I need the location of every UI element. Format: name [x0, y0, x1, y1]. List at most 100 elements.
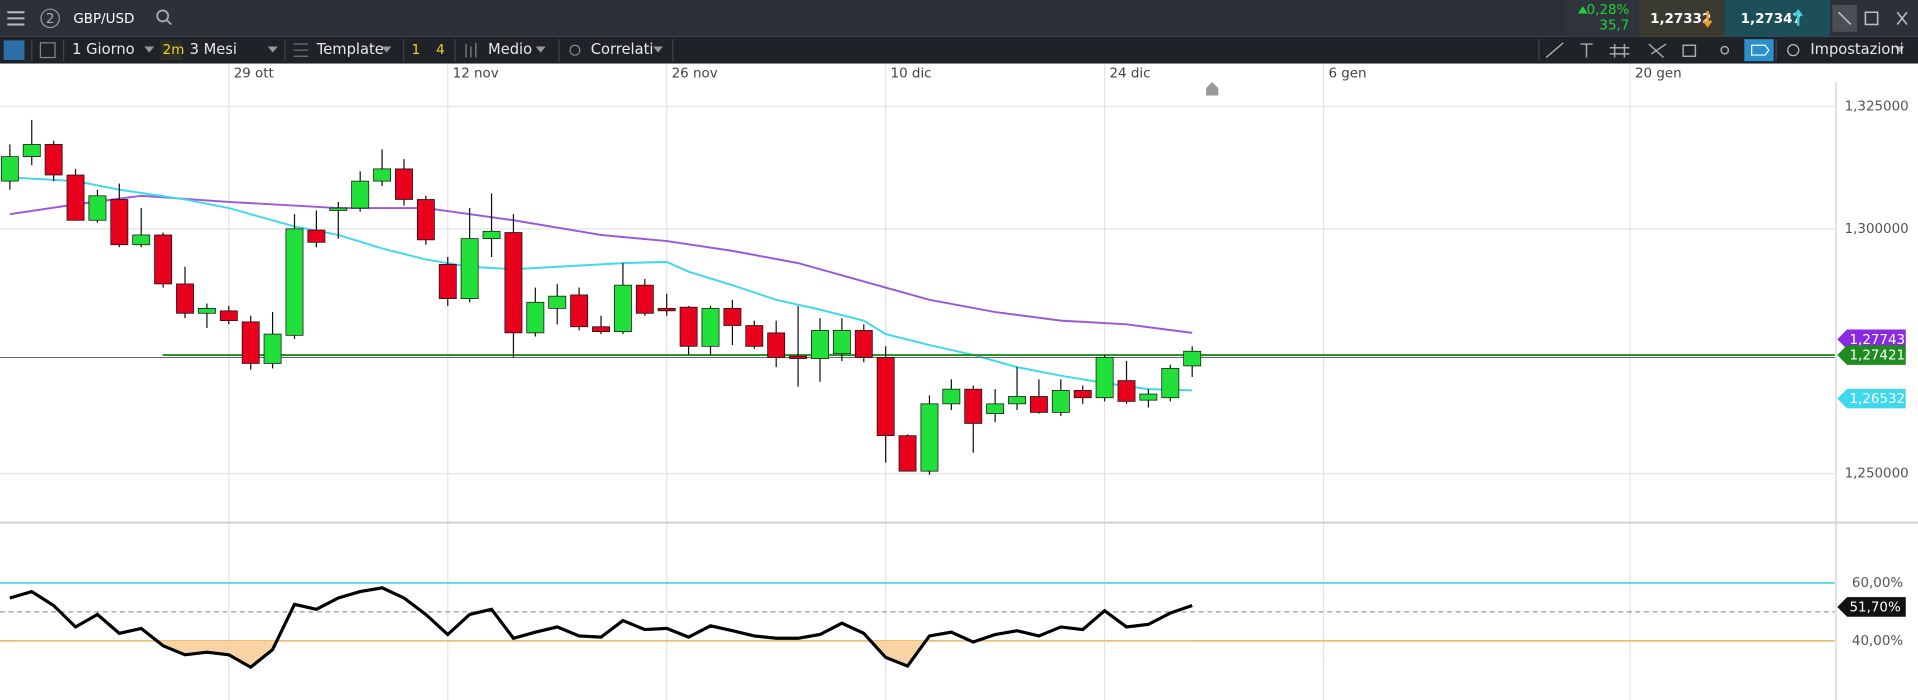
ma-last-label-box	[1837, 329, 1906, 350]
candle-body	[88, 195, 107, 221]
candle-body	[723, 308, 742, 326]
candle-body	[767, 332, 786, 358]
candle-body	[701, 308, 720, 347]
correlated-icon[interactable]	[569, 44, 581, 56]
price-label: 1,274218	[1850, 349, 1914, 364]
candle-body	[460, 238, 479, 299]
candle-body	[351, 180, 370, 209]
moving-average	[9, 194, 1193, 334]
toolbar-separators	[31, 39, 1777, 62]
symbol[interactable]: GBP/USD	[73, 12, 134, 27]
candle-body	[176, 283, 194, 314]
candle-body	[526, 301, 545, 334]
range[interactable]: 3 Mesi	[190, 41, 237, 58]
candle-body	[482, 230, 501, 240]
count-b[interactable]: 4	[436, 43, 445, 58]
list-btn[interactable]	[3, 40, 25, 60]
settings-icon[interactable]	[1787, 44, 1800, 57]
candle-body	[132, 234, 151, 246]
candle-body	[219, 310, 238, 321]
candle-body	[241, 321, 260, 364]
change-pct: 0,28%	[1587, 3, 1630, 18]
candle-body	[570, 294, 589, 328]
x-tick-label: 12 nov	[453, 66, 499, 81]
x-tick-label: 26 nov	[672, 66, 718, 81]
candle-body	[395, 168, 413, 200]
candle-body	[1161, 367, 1180, 399]
ma-last-label: 1,265320	[1850, 392, 1914, 407]
today-marker[interactable]	[1206, 81, 1219, 96]
candle-body	[1051, 390, 1070, 413]
candle-body	[592, 326, 610, 333]
candle-body	[657, 308, 676, 312]
grid-btn[interactable]	[39, 42, 56, 59]
candle-body	[745, 325, 764, 347]
oscillator-last-label: 51,70%	[1850, 601, 1901, 616]
candle-body	[0, 156, 19, 182]
ma-last-label: 1,277433	[1850, 333, 1914, 348]
candle-body	[898, 435, 917, 472]
template-icon[interactable]	[293, 43, 309, 57]
dropdown-arrows[interactable]	[144, 46, 1905, 53]
ma-last-label-box	[1837, 388, 1906, 409]
oscillator-last-label-box	[1837, 597, 1906, 617]
menu-icon[interactable]	[7, 11, 25, 26]
oscillator-line	[9, 586, 1193, 670]
y-tick-label: 60,00%	[1852, 576, 1903, 591]
x-tick-label: 10 dic	[891, 66, 932, 81]
chart-plot: 29 ott 12 nov 26 nov 10 dic 24 dic 6 gen 20 ge…	[0, 63, 1914, 700]
search-icon[interactable]	[156, 9, 172, 26]
change-box	[1565, 0, 1640, 37]
candle-body	[66, 174, 85, 221]
candle-body	[854, 330, 873, 358]
candle-body	[920, 403, 939, 472]
sell-box[interactable]	[1639, 0, 1725, 37]
template[interactable]: Template	[316, 41, 384, 58]
candle-body	[613, 284, 632, 333]
candle-body	[373, 168, 392, 182]
candle-body	[789, 355, 808, 359]
candle-body	[110, 199, 129, 246]
layout-badge[interactable]: 2	[46, 12, 55, 27]
candle-body	[1073, 390, 1092, 399]
window-icons[interactable]	[1837, 11, 1908, 26]
y-tick-label: 40,00%	[1852, 634, 1903, 649]
candle-body	[307, 229, 326, 243]
x-tick-label: 29 ott	[234, 66, 274, 81]
candle-body	[1029, 396, 1048, 413]
candle-body	[942, 388, 961, 405]
candle-body	[197, 308, 216, 314]
settings[interactable]: Impostazioni	[1810, 41, 1903, 58]
tool-icons[interactable]	[1545, 42, 1730, 59]
candle-body	[679, 306, 698, 347]
layout-badge-circle[interactable]	[40, 8, 60, 29]
change-pts: 35,7	[1599, 19, 1629, 34]
candle-body	[635, 284, 654, 314]
indicator-icon[interactable]	[465, 42, 477, 58]
candle-body	[548, 295, 567, 309]
candle-body	[438, 263, 457, 299]
indicator[interactable]: Medio	[488, 41, 532, 58]
timeframe-badge-box	[160, 40, 183, 60]
x-tick-label: 20 gen	[1635, 66, 1682, 81]
timeframe[interactable]: 1 Giorno	[72, 41, 134, 58]
x-tick-label: 6 gen	[1328, 66, 1366, 81]
tag-icon	[1751, 44, 1770, 56]
candle-body	[811, 330, 829, 359]
correlated[interactable]: Correlati	[591, 41, 654, 58]
timeframe-badge[interactable]: 2m	[163, 43, 185, 58]
ask[interactable]: 1,27347	[1741, 12, 1802, 27]
chart-background	[0, 63, 1918, 700]
candle-body	[263, 333, 282, 364]
candle-body	[986, 403, 1005, 415]
candle-body	[22, 144, 41, 158]
candle-body	[1117, 380, 1136, 402]
candle-body	[1139, 393, 1158, 401]
bid[interactable]: 1,27332	[1650, 12, 1711, 27]
y-tick-label: 1,250000	[1845, 467, 1909, 482]
y-tick-label: 1,325000	[1845, 99, 1909, 114]
candle-body	[876, 356, 895, 437]
buy-box[interactable]	[1724, 0, 1830, 37]
count-a[interactable]: 1	[412, 43, 421, 58]
